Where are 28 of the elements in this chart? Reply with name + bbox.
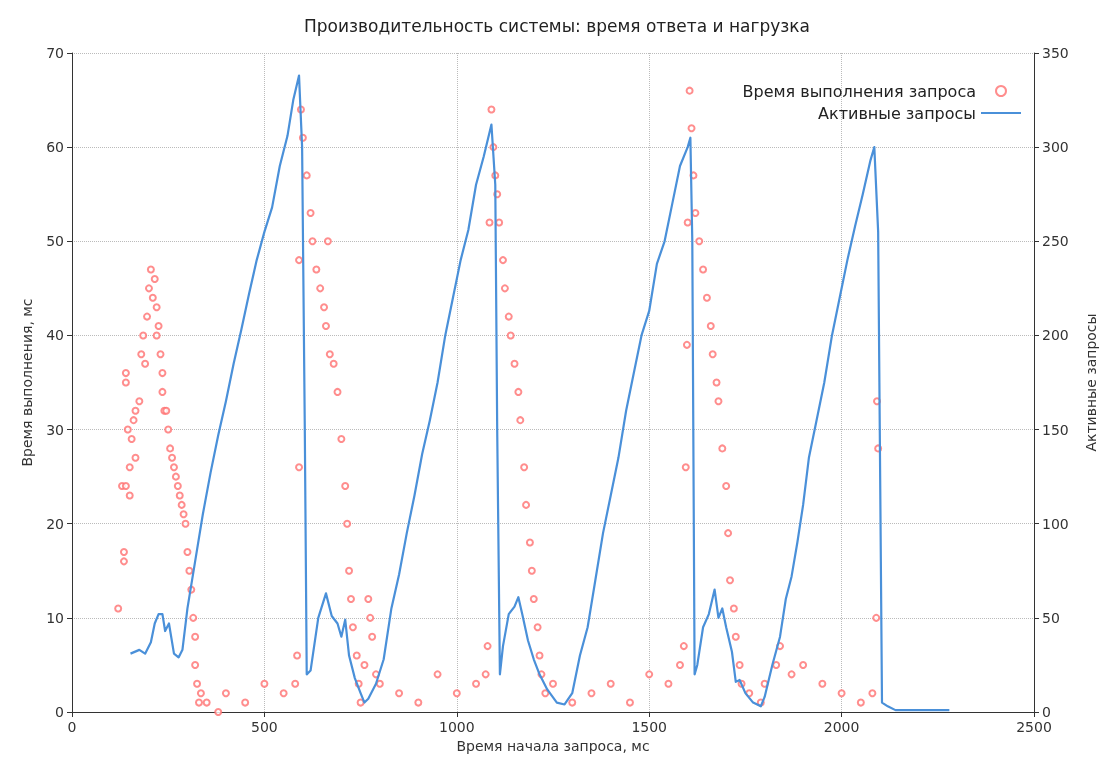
y2-tick-label: 200: [1042, 327, 1069, 344]
y2-tick-label: 100: [1042, 515, 1069, 532]
y2-tick-label: 0: [1042, 704, 1051, 720]
y-tick-label: 10: [46, 609, 64, 626]
x-tick-label: 1000: [438, 719, 475, 735]
legend-label: Активные запросы: [818, 103, 976, 123]
y-tick-label: 40: [46, 327, 64, 344]
x-tick-label: 2500: [1016, 719, 1052, 735]
y-tick-label: 70: [46, 45, 64, 61]
y-tick-label: 30: [46, 421, 64, 438]
x-tick-label: 0: [67, 719, 77, 735]
x-tick-label: 1500: [631, 719, 668, 735]
y2-axis-title: Активные запросы: [1083, 313, 1099, 452]
y-tick-label: 50: [46, 233, 64, 250]
x-axis-title: Время начала запроса, мс: [456, 737, 650, 754]
x-tick-label: 2000: [823, 719, 860, 735]
y-tick-label: 20: [46, 515, 64, 532]
y-tick-label: 0: [55, 704, 64, 720]
y2-tick-label: 150: [1042, 421, 1069, 438]
y2-tick-label: 250: [1042, 233, 1069, 250]
y-tick-label: 60: [46, 139, 64, 156]
chart-title: Производительность системы: время ответа и нагрузка: [304, 15, 810, 36]
x-tick-label: 500: [251, 719, 278, 735]
legend-label: Время выполнения запроса: [742, 81, 976, 101]
y2-tick-label: 350: [1042, 45, 1069, 61]
y-axis-title: Время выполнения, мс: [19, 298, 35, 467]
y2-tick-label: 300: [1042, 139, 1069, 156]
y2-tick-label: 50: [1042, 609, 1060, 626]
